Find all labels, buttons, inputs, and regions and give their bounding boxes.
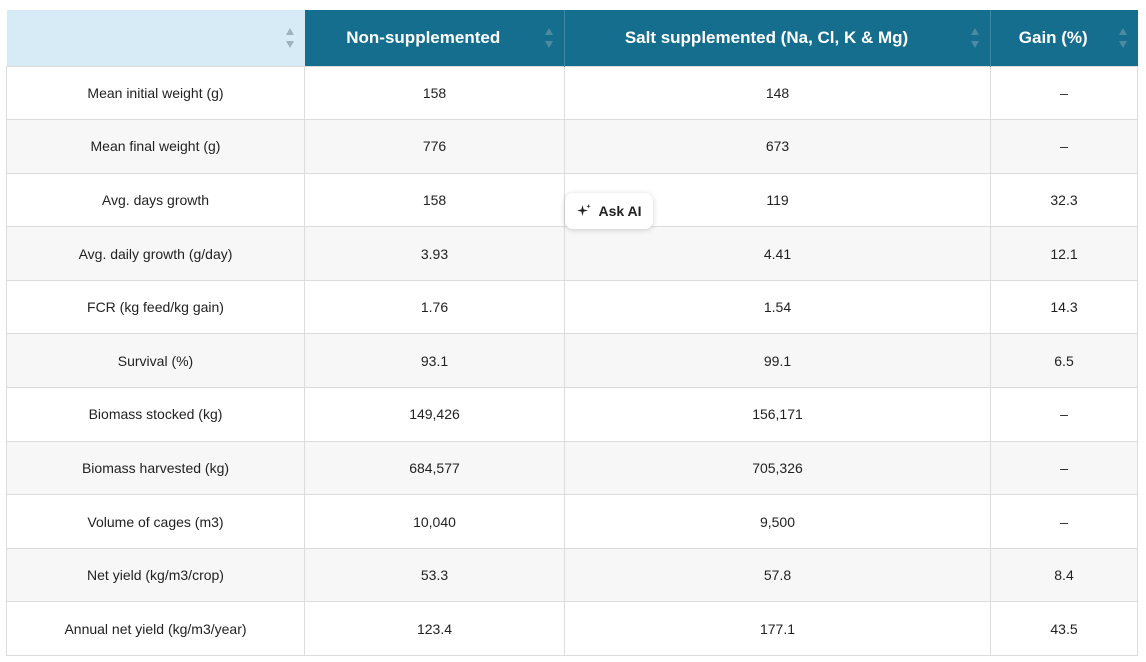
column-header-label: Salt supplemented (Na, Cl, K & Mg)	[624, 27, 909, 47]
salt-supplemented-cell: 99.1	[564, 333, 991, 389]
salt-supplemented-cell: 177.1	[564, 601, 991, 657]
data-table-container: Non-supplemented Salt supplemented (Na, …	[6, 10, 1138, 657]
non-supplemented-cell: 10,040	[304, 494, 565, 549]
salt-supplemented-cell: 148	[564, 65, 991, 121]
column-header-label: Non-supplemented	[346, 27, 501, 47]
non-supplemented-cell: 93.1	[304, 333, 565, 389]
salt-supplemented-cell: 673	[564, 119, 991, 174]
salt-supplemented-cell: 156,171	[564, 387, 991, 442]
non-supplemented-cell: 1.76	[304, 279, 565, 335]
header-row: Non-supplemented Salt supplemented (Na, …	[6, 10, 1138, 66]
non-supplemented-cell: 776	[304, 119, 565, 174]
gain-cell: 8.4	[990, 547, 1138, 603]
non-supplemented-cell: 53.3	[304, 547, 565, 603]
row-label-cell: Annual net yield (kg/m3/year)	[6, 601, 305, 657]
gain-cell: 6.5	[990, 333, 1138, 389]
gain-cell: 43.5	[990, 601, 1138, 657]
table-row: Mean initial weight (g) 158 148 –	[6, 65, 1138, 121]
row-label-cell: Mean initial weight (g)	[6, 65, 305, 121]
non-supplemented-cell: 158	[304, 65, 565, 121]
gain-cell: –	[990, 494, 1138, 549]
salt-supplemented-cell: 57.8	[564, 547, 991, 603]
row-label-cell: Volume of cages (m3)	[6, 494, 305, 549]
salt-supplemented-cell: 705,326	[564, 440, 991, 496]
ask-ai-button[interactable]: Ask AI	[565, 193, 653, 229]
table-row: Annual net yield (kg/m3/year) 123.4 177.…	[6, 601, 1138, 657]
gain-cell: 12.1	[990, 226, 1138, 281]
gain-cell: 14.3	[990, 279, 1138, 335]
row-label-cell: Mean final weight (g)	[6, 119, 305, 174]
row-label-cell: FCR (kg feed/kg gain)	[6, 279, 305, 335]
sort-icon[interactable]	[970, 27, 980, 49]
sort-icon[interactable]	[285, 27, 295, 49]
sort-icon[interactable]	[544, 27, 554, 49]
sparkle-icon	[576, 203, 592, 219]
gain-cell: –	[990, 387, 1138, 442]
table-row: Volume of cages (m3) 10,040 9,500 –	[6, 494, 1138, 549]
table-row: Biomass stocked (kg) 149,426 156,171 –	[6, 387, 1138, 442]
salt-supplemented-cell: 4.41	[564, 226, 991, 281]
column-header-2[interactable]: Salt supplemented (Na, Cl, K & Mg)	[564, 10, 991, 66]
table-row: Survival (%) 93.1 99.1 6.5	[6, 333, 1138, 389]
table-row: FCR (kg feed/kg gain) 1.76 1.54 14.3	[6, 279, 1138, 335]
non-supplemented-cell: 149,426	[304, 387, 565, 442]
salt-supplemented-cell: 9,500	[564, 494, 991, 549]
column-header-3[interactable]: Gain (%)	[990, 10, 1138, 66]
row-label-cell: Biomass stocked (kg)	[6, 387, 305, 442]
ask-ai-label: Ask AI	[598, 203, 642, 219]
gain-cell: –	[990, 440, 1138, 496]
table-row: Mean final weight (g) 776 673 –	[6, 119, 1138, 174]
gain-cell: –	[990, 119, 1138, 174]
row-label-cell: Net yield (kg/m3/crop)	[6, 547, 305, 603]
column-header-0[interactable]	[6, 10, 305, 66]
gain-cell: –	[990, 65, 1138, 121]
non-supplemented-cell: 158	[304, 172, 565, 228]
column-header-label: Gain (%)	[1018, 27, 1088, 47]
row-label-cell: Avg. daily growth (g/day)	[6, 226, 305, 281]
column-header-1[interactable]: Non-supplemented	[304, 10, 565, 66]
table-row: Avg. daily growth (g/day) 3.93 4.41 12.1	[6, 226, 1138, 281]
row-label-cell: Survival (%)	[6, 333, 305, 389]
table-row: Net yield (kg/m3/crop) 53.3 57.8 8.4	[6, 547, 1138, 603]
sort-icon[interactable]	[1118, 27, 1128, 49]
non-supplemented-cell: 123.4	[304, 601, 565, 657]
data-table: Non-supplemented Salt supplemented (Na, …	[6, 10, 1138, 657]
row-label-cell: Biomass harvested (kg)	[6, 440, 305, 496]
non-supplemented-cell: 684,577	[304, 440, 565, 496]
salt-supplemented-cell: 1.54	[564, 279, 991, 335]
non-supplemented-cell: 3.93	[304, 226, 565, 281]
gain-cell: 32.3	[990, 172, 1138, 228]
row-label-cell: Avg. days growth	[6, 172, 305, 228]
table-row: Biomass harvested (kg) 684,577 705,326 –	[6, 440, 1138, 496]
